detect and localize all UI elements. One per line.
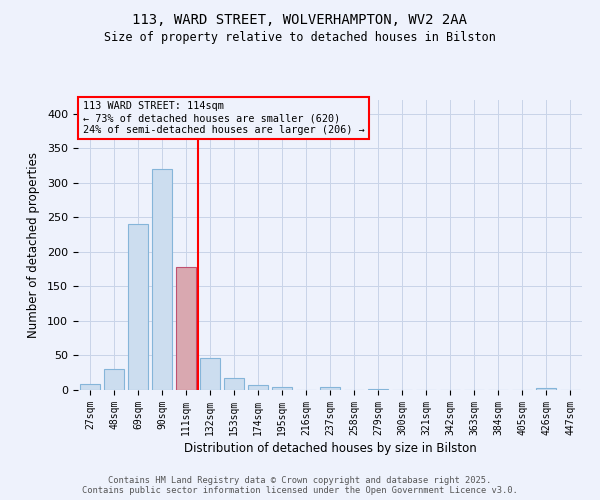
Bar [368,388,388,390]
Text: 113 WARD STREET: 114sqm
← 73% of detached houses are smaller (620)
24% of semi-d: 113 WARD STREET: 114sqm ← 73% of detache… [83,102,365,134]
Bar [152,169,172,390]
Bar [80,384,100,390]
Bar [128,224,148,390]
Y-axis label: Number of detached properties: Number of detached properties [27,152,40,338]
X-axis label: Distribution of detached houses by size in Bilston: Distribution of detached houses by size … [184,442,476,455]
Bar [104,368,124,390]
Text: 113, WARD STREET, WOLVERHAMPTON, WV2 2AA: 113, WARD STREET, WOLVERHAMPTON, WV2 2AA [133,12,467,26]
Bar [176,267,196,390]
Bar [536,388,556,390]
Bar [200,358,220,390]
Bar [248,385,268,390]
Bar [320,387,340,390]
Bar [272,387,292,390]
Text: Size of property relative to detached houses in Bilston: Size of property relative to detached ho… [104,31,496,44]
Bar [224,378,244,390]
Text: Contains HM Land Registry data © Crown copyright and database right 2025.
Contai: Contains HM Land Registry data © Crown c… [82,476,518,495]
